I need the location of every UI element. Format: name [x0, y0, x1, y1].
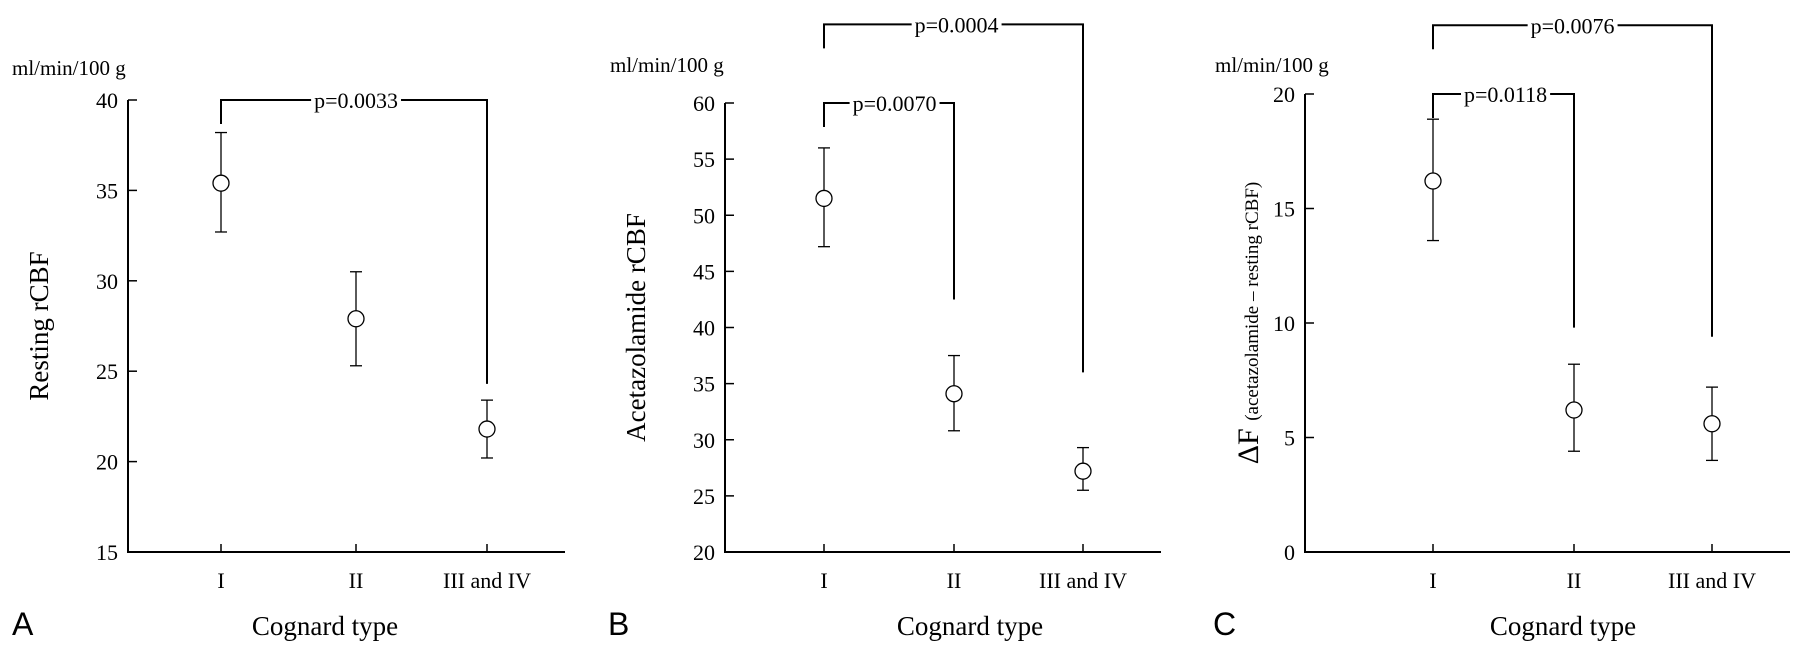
y-axis-label: Acetazolamide rCBF [621, 213, 651, 442]
y-tick-label: 20 [96, 450, 118, 475]
x-tick-label: II [947, 568, 962, 593]
p-value-label-bg [1461, 90, 1551, 98]
x-axis-label: Cognard type [897, 611, 1043, 641]
x-axis-label: Cognard type [1490, 611, 1636, 641]
x-tick-label: II [1567, 568, 1582, 593]
y-tick-label: 40 [96, 88, 118, 113]
x-tick-label: III and IV [443, 568, 531, 593]
data-point [347, 310, 365, 328]
y-tick-label: 35 [96, 178, 118, 203]
y-tick-label: 0 [1284, 540, 1295, 565]
data-point [1074, 462, 1092, 480]
y-axis-label-main: ΔF [1232, 421, 1265, 464]
data-point [1703, 415, 1721, 433]
panel-letter: C [1213, 606, 1236, 642]
y-tick-label: 5 [1284, 426, 1295, 451]
data-point [1424, 172, 1442, 190]
y-tick-label: 25 [96, 359, 118, 384]
x-tick-label: I [1429, 568, 1436, 593]
y-tick-label: 40 [693, 316, 715, 341]
unit-label: ml/min/100 g [610, 53, 724, 77]
x-tick-label: III and IV [1668, 568, 1756, 593]
y-tick-label: 30 [96, 269, 118, 294]
data-point [212, 174, 230, 192]
p-value-label: p=0.0070 [853, 91, 937, 116]
p-value-label-bg [1527, 21, 1618, 30]
data-point [945, 385, 963, 403]
significance-bracket [823, 102, 955, 300]
y-axis-label: Resting rCBF [24, 251, 54, 400]
y-tick-label: 50 [693, 203, 715, 228]
p-value-label-bg [311, 96, 402, 104]
significance-bracket [1432, 24, 1713, 337]
x-tick-label: II [349, 568, 364, 593]
data-point [1565, 401, 1583, 419]
x-tick-label: I [217, 568, 224, 593]
y-tick-label: 10 [1273, 311, 1295, 336]
p-value-label: p=0.0076 [1531, 13, 1615, 38]
y-tick-label: 60 [693, 91, 715, 116]
p-value-label-bg [849, 99, 940, 107]
significance-bracket [1432, 93, 1575, 328]
p-value-label-bg [911, 20, 1002, 29]
y-tick-label: 45 [693, 259, 715, 284]
y-tick-label: 25 [693, 484, 715, 509]
y-tick-label: 20 [693, 540, 715, 565]
x-tick-label: III and IV [1039, 568, 1127, 593]
y-tick-label: 35 [693, 372, 715, 397]
panel-letter: B [608, 606, 629, 642]
p-value-label: p=0.0004 [915, 12, 999, 37]
y-tick-label: 15 [96, 540, 118, 565]
p-value-label: p=0.0118 [1464, 82, 1547, 107]
x-tick-label: I [820, 568, 827, 593]
unit-label: ml/min/100 g [1215, 53, 1329, 77]
p-value-label: p=0.0033 [314, 88, 398, 113]
y-tick-label: 15 [1273, 197, 1295, 222]
panel-letter: A [12, 606, 34, 642]
y-axis-label: ΔF (acetazolamide – resting rCBF) [1232, 182, 1265, 465]
y-tick-label: 55 [693, 147, 715, 172]
data-point [815, 189, 833, 208]
significance-bracket [220, 99, 488, 384]
unit-label: ml/min/100 g [12, 56, 126, 80]
data-point [478, 420, 496, 438]
y-tick-label: 30 [693, 428, 715, 453]
x-axis-label: Cognard type [252, 611, 398, 641]
y-axis-label-sub: (acetazolamide – resting rCBF) [1242, 182, 1263, 421]
y-tick-label: 20 [1273, 82, 1295, 107]
